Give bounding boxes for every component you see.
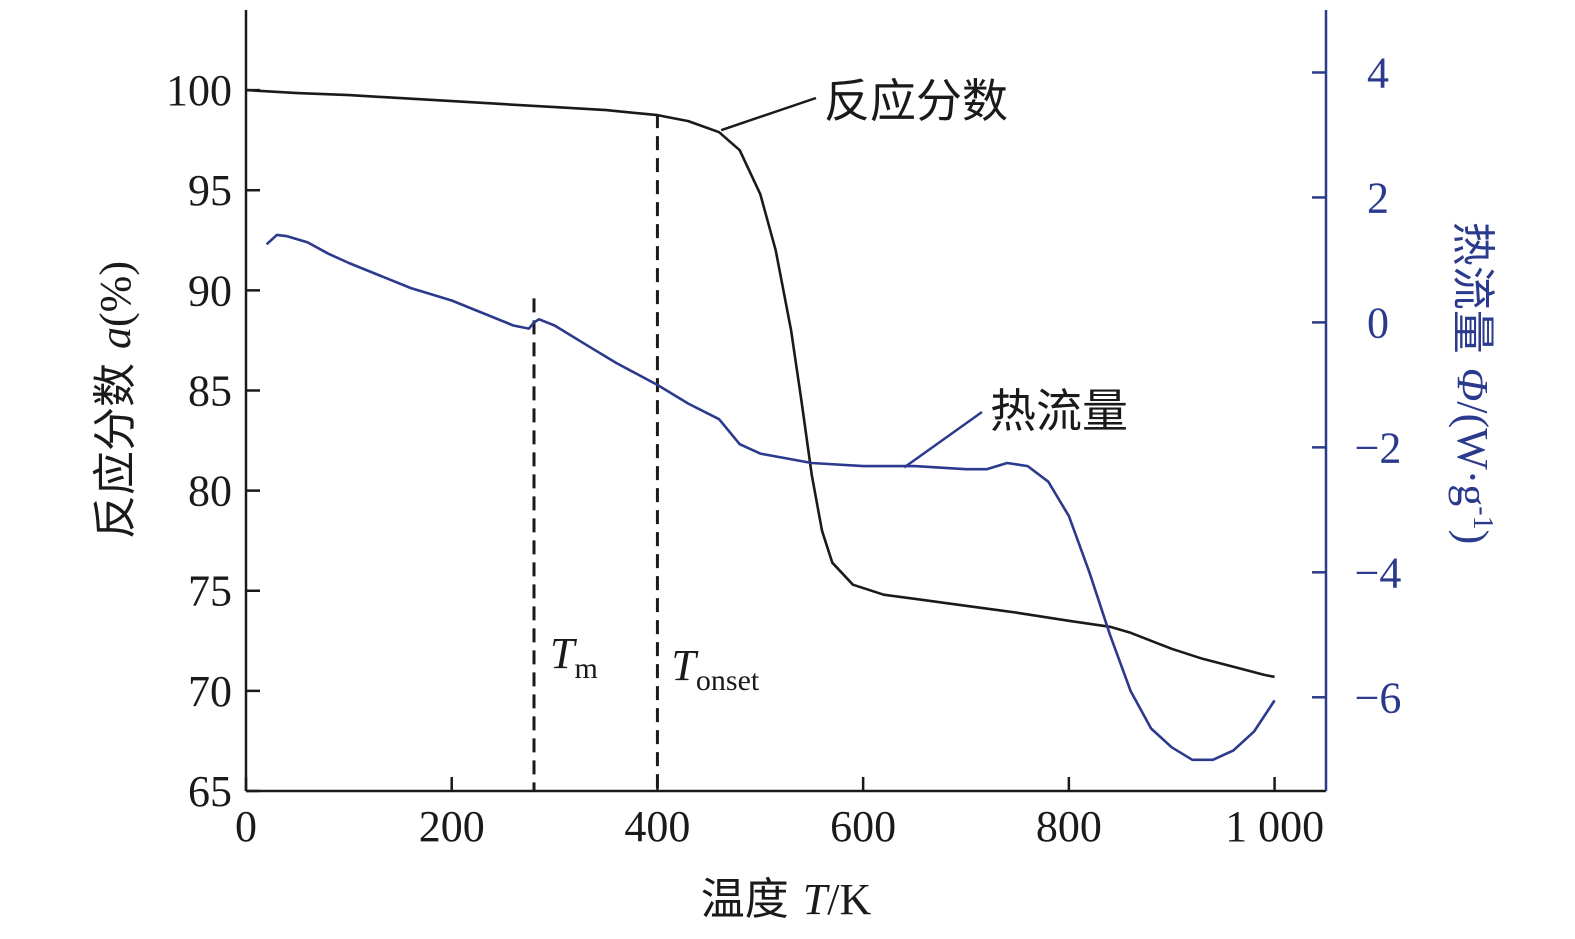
y-left-tick-label: 95 (188, 166, 232, 215)
y-right-tick-label: −4 (1355, 548, 1402, 597)
y-left-tick-label: 80 (188, 467, 232, 516)
annotation-fraction-label: 反应分数 (824, 74, 1008, 128)
y-left-axis-title: 反应分数 a(%) (90, 261, 141, 539)
reference-label-t-m: Tm (550, 629, 598, 685)
annotation-heat-flow-leader (903, 410, 983, 469)
y-right-tick-label: −6 (1355, 673, 1402, 722)
x-tick-label: 1 000 (1225, 802, 1324, 851)
series-heat-flow-line (265, 233, 1276, 762)
y-left-tick-label: 70 (188, 667, 232, 716)
x-tick-label: 400 (624, 802, 690, 851)
y-left-tick-label: 65 (188, 767, 232, 816)
y-right-axis-title: 热流量 Φ/(W·g-1) (1447, 222, 1498, 545)
y-left-ticks: 65 70 75 80 85 90 95 100 (166, 66, 260, 816)
x-tick-label: 600 (830, 802, 896, 851)
x-axis-title: 温度 T/K (701, 874, 872, 925)
x-tick-label: 800 (1036, 802, 1102, 851)
y-left-tick-label: 90 (188, 266, 232, 315)
annotation-fraction-leader (720, 96, 817, 132)
y-left-tick-label: 75 (188, 567, 232, 616)
y-left-tick-label: 100 (166, 66, 232, 115)
annotation-heat-flow-label: 热流量 (990, 384, 1128, 438)
x-tick-label: 200 (419, 802, 485, 851)
y-right-tick-label: −2 (1355, 423, 1402, 472)
reference-label-t-onset: Tonset (671, 641, 759, 697)
x-ticks: 0 200 400 600 800 1 000 (235, 777, 1324, 851)
y-right-tick-label: 0 (1367, 298, 1389, 347)
x-tick-label: 0 (235, 802, 257, 851)
y-right-tick-label: 2 (1367, 173, 1389, 222)
y-right-ticks: −6 −4 −2 0 2 4 (1312, 48, 1401, 722)
reference-lines: Tm Tonset (532, 114, 760, 791)
y-right-tick-label: 4 (1367, 48, 1389, 97)
series-reaction-fraction-line (245, 88, 1275, 679)
y-left-tick-label: 85 (188, 366, 232, 415)
